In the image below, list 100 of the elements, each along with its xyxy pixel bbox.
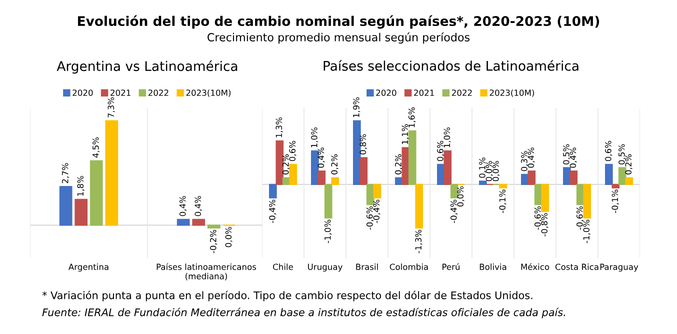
data-label: 4,5%	[92, 137, 100, 158]
text: Evolución del tipo de cambio nominal según países*, 2020-2023 (10M)	[78, 15, 600, 29]
legend-label: 2023(10M)	[186, 89, 231, 97]
x-tick-label: Colombia	[390, 264, 428, 270]
bar	[207, 224, 220, 229]
data-label: 1,6%	[408, 107, 416, 128]
chart-title: Argentina vs Latinoamérica	[56, 60, 238, 74]
data-label: 0,6%	[437, 140, 444, 162]
data-label: -0,6%	[576, 206, 584, 230]
bar	[605, 164, 613, 186]
x-tick-label: Costa Rica	[555, 264, 598, 270]
data-label: -1,3%	[415, 230, 422, 254]
data-label: 1,0%	[311, 128, 318, 148]
legend-label: 2023(10M)	[490, 89, 534, 97]
source-note: Fuente: IERAL de Fundación Mediterránea en base a institutos de estadísticas oficiales de cada país.	[42, 308, 566, 318]
data-label: 0,4%	[528, 148, 535, 168]
data-label: 1,8%	[77, 176, 84, 196]
data-label: 0,6%	[289, 140, 296, 162]
legend-label: 2021	[414, 90, 434, 96]
bar	[402, 147, 410, 186]
bar	[618, 167, 626, 186]
data-label: 1,3%	[276, 117, 283, 138]
data-label: 0,2%	[331, 154, 338, 174]
x-tick-label: Argentina	[68, 264, 108, 272]
bar	[528, 170, 536, 186]
data-label: -0,1%	[612, 190, 619, 213]
bar	[90, 160, 103, 226]
bar	[311, 150, 319, 186]
bar	[331, 177, 339, 186]
bar	[353, 120, 361, 186]
x-tick-label: Brasil	[356, 264, 378, 270]
data-label: -0,6%	[366, 206, 374, 230]
data-label: 0,4%	[318, 148, 325, 168]
bar	[415, 184, 423, 229]
data-label: 0,8%	[360, 134, 367, 154]
bar	[176, 218, 190, 226]
legend-label: 2021	[110, 90, 130, 96]
data-label: 0,0%	[225, 226, 232, 248]
data-label: -1,0%	[324, 220, 332, 244]
text: * Variación punta a punta en el período. Tipo de cambio respecto del dólar de Estados Unidos.	[42, 290, 532, 302]
data-label: -0,4%	[450, 200, 458, 224]
bar	[192, 218, 206, 226]
x-tick-label: Países latinoamericanos (mediana)	[156, 263, 256, 280]
data-label: 0,4%	[179, 196, 187, 216]
data-label: 0,0%	[492, 160, 500, 182]
text: Crecimiento promedio mensual según períodos	[208, 32, 470, 44]
x-tick-label: Uruguay	[308, 264, 342, 272]
data-label: 0,2%	[625, 154, 632, 174]
bar	[583, 184, 591, 219]
data-label: 0,3%	[521, 150, 528, 172]
data-label: -0,2%	[210, 230, 218, 254]
data-label: 1,0%	[444, 128, 451, 148]
legend-label: 2022	[148, 90, 168, 96]
chart-title: Países seleccionados de Latinoamérica	[324, 60, 578, 71]
bar	[625, 177, 633, 186]
data-label: 0,6%	[605, 140, 612, 162]
data-label: 0,5%	[563, 144, 570, 164]
bar	[324, 184, 332, 219]
bar	[444, 150, 452, 186]
data-label: -0,1%	[499, 190, 506, 213]
legend-label: 2020	[376, 90, 396, 96]
x-tick-label: Bolivia	[480, 264, 506, 270]
data-label: -0,6%	[534, 206, 542, 230]
data-label: 0,4%	[570, 148, 577, 168]
legend-label: 2020	[72, 90, 93, 96]
x-tick-label: Perú	[442, 263, 460, 270]
bar	[289, 164, 297, 186]
bar	[570, 170, 578, 186]
x-tick-label: Chile	[273, 264, 293, 270]
bar	[74, 198, 88, 226]
bar	[541, 184, 549, 212]
legend-label: 2022	[452, 90, 472, 96]
data-label: 0,4%	[194, 196, 202, 216]
data-label: -0,4%	[373, 200, 380, 224]
data-label: 1,9%	[353, 97, 360, 118]
bar	[269, 184, 277, 198]
x-tick-label: Paraguay	[600, 264, 638, 272]
bar	[612, 184, 620, 188]
bar	[479, 180, 487, 186]
data-label: 0,1%	[479, 158, 486, 178]
bar	[59, 186, 72, 226]
data-label: -0,4%	[269, 200, 276, 224]
data-label: 2,7%	[62, 163, 70, 184]
data-label: -1,0%	[583, 220, 590, 244]
data-label: 0,2%	[395, 154, 402, 174]
bar	[105, 120, 118, 226]
data-label: 0,0%	[486, 160, 493, 182]
bar	[360, 157, 368, 186]
bar	[373, 184, 381, 198]
x-tick-label: México	[521, 263, 550, 270]
bar	[450, 184, 458, 198]
bar	[318, 170, 326, 186]
data-label: 0,2%	[282, 154, 290, 174]
data-label: 0,5%	[618, 144, 626, 164]
data-label: 1,1%	[402, 124, 409, 144]
bar	[499, 184, 507, 188]
bar	[276, 140, 284, 186]
data-label: 7,3%	[108, 97, 115, 118]
data-label: -0,8%	[541, 213, 548, 236]
bar	[408, 130, 416, 186]
